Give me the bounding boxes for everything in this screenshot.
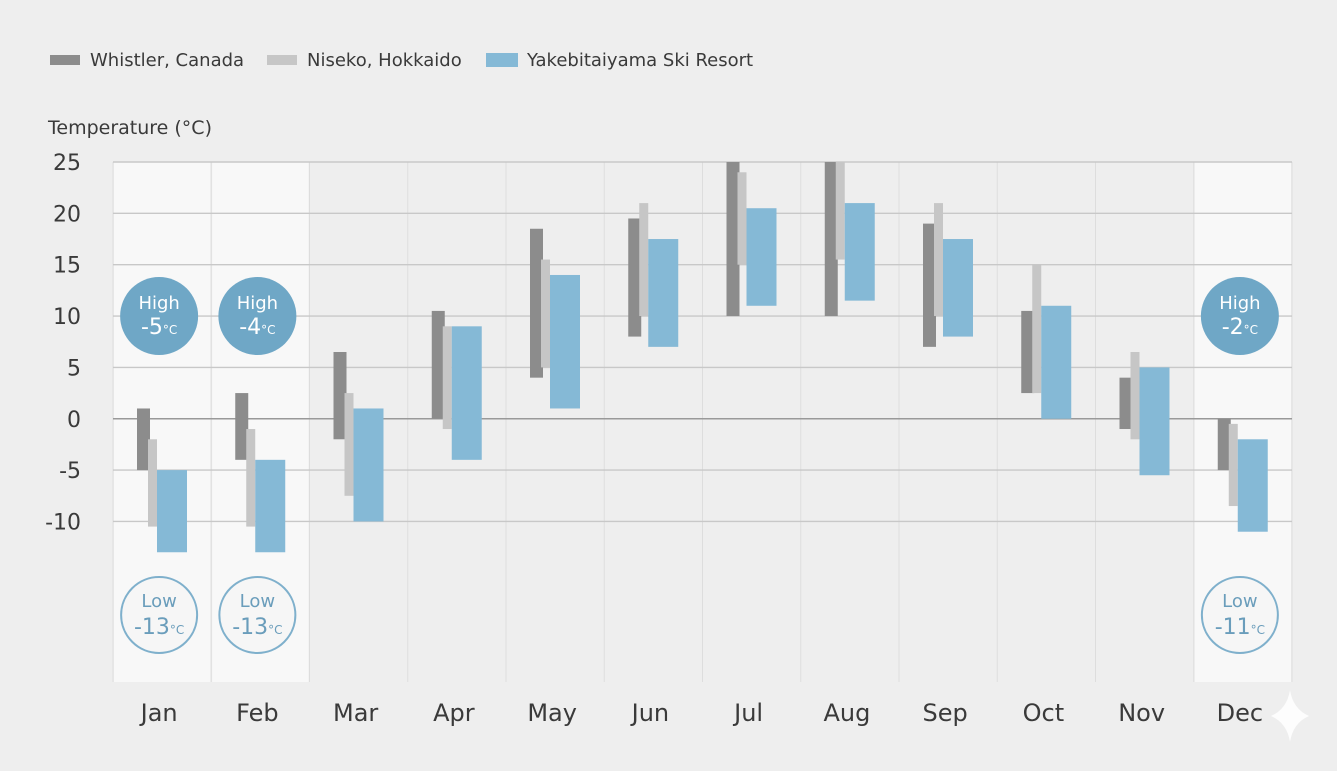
x-tick-label: Oct: [1023, 699, 1065, 727]
bar-sep-s3: [943, 239, 973, 337]
bar-jan-s2: [148, 439, 157, 527]
bar-feb-s3: [255, 459, 286, 553]
grid: [112, 161, 1293, 682]
low-bubble-circle: [218, 576, 297, 654]
low-bubble-label: Low: [141, 591, 176, 612]
x-axis-ticks: Jan Feb Mar Apr May Jun Jul Aug Sep Oct Nov Dec: [139, 699, 1263, 727]
bar-dec-s3: [1237, 439, 1268, 532]
bar-nov-s2: [1130, 351, 1140, 440]
legend-swatch: [50, 55, 80, 65]
x-tick-label: Apr: [433, 699, 475, 727]
x-tick-label: Dec: [1217, 699, 1263, 727]
bar-jan-s1: [137, 408, 150, 471]
y-tick-label: -10: [45, 510, 81, 535]
y-tick-label: 25: [53, 151, 81, 176]
bar-may-s2: [541, 259, 550, 368]
legend-swatch: [486, 53, 518, 67]
sparkle-icon: [1271, 690, 1309, 742]
bar-aug-s3: [844, 203, 875, 301]
bar-may-s3: [550, 274, 580, 409]
legend-label: Yakebitaiyama Ski Resort: [526, 50, 753, 71]
y-tick-label: 20: [53, 202, 81, 227]
x-tick-label: Jun: [630, 699, 670, 727]
bar-jul-s1: [726, 162, 740, 317]
y-axis-title: Temperature (°C): [47, 117, 212, 139]
legend: Whistler, Canada Niseko, Hokkaido Yakebita…: [50, 50, 753, 71]
legend-swatch: [267, 55, 297, 65]
x-tick-label: Jul: [732, 699, 763, 727]
legend-label: Whistler, Canada: [90, 50, 244, 71]
low-bubble-jan: Low-13°C: [120, 576, 199, 654]
bar-dec-s2: [1228, 423, 1238, 507]
low-bubble-circle: [120, 576, 199, 654]
low-bubble-label: Low: [240, 591, 275, 612]
bar-apr-s2: [442, 326, 452, 430]
y-tick-label: 5: [67, 356, 81, 381]
high-bubble-feb: High-4°C: [218, 277, 297, 355]
bar-oct-s3: [1041, 305, 1072, 419]
bar-mar-s3: [353, 408, 384, 522]
bar-mar-s2: [344, 393, 354, 496]
y-tick-label: 15: [53, 254, 81, 279]
bars: [137, 162, 1268, 553]
x-tick-label: Feb: [236, 699, 279, 727]
annotation-bubbles: High-5°CLow-13°CHigh-4°CLow-13°CHigh-2°C…: [120, 277, 1279, 654]
low-bubble-feb: Low -13°C: [218, 576, 297, 654]
bar-jul-s3: [746, 208, 777, 306]
low-bubble-value: -13°C: [232, 615, 282, 640]
high-bubble-value: -2°C: [1222, 315, 1258, 340]
x-tick-label: Mar: [333, 699, 378, 727]
bar-oct-s1: [1021, 310, 1035, 394]
high-bubble-circle: [218, 277, 297, 355]
bar-dec-s1: [1217, 418, 1231, 471]
bar-jun-s1: [628, 218, 642, 337]
high-bubble-jan: High-5°C: [120, 277, 199, 355]
low-bubble-label: Low: [1222, 591, 1257, 612]
high-bubble-circle: [1200, 277, 1279, 355]
bar-mar-s1: [333, 351, 347, 440]
bar-jun-s3: [648, 239, 679, 347]
x-tick-label: Sep: [923, 699, 968, 727]
high-bubble-circle: [120, 277, 199, 355]
x-tick-label: Jan: [139, 699, 178, 727]
y-tick-label: 0: [67, 408, 81, 433]
bar-feb-s1: [235, 393, 249, 460]
bar-nov-s3: [1139, 367, 1170, 476]
bar-apr-s3: [451, 326, 482, 460]
low-bubble-value: -11°C: [1215, 615, 1265, 640]
high-bubble-label: High: [237, 293, 278, 314]
bar-oct-s2: [1032, 264, 1042, 394]
y-tick-label: -5: [59, 459, 81, 484]
x-tick-label: Aug: [823, 699, 870, 727]
bar-may-s1: [530, 228, 543, 378]
highlight-columns: [114, 162, 1291, 682]
bar-jun-s2: [639, 203, 649, 317]
y-tick-label: 10: [53, 305, 81, 330]
x-tick-label: Nov: [1118, 699, 1165, 727]
high-bubble-dec: High-2°C: [1200, 277, 1279, 355]
bar-jul-s2: [737, 172, 747, 265]
high-bubble-label: High: [138, 293, 179, 314]
x-tick-label: May: [527, 699, 577, 727]
high-bubble-label: High: [1219, 293, 1260, 314]
bar-aug-s2: [835, 162, 845, 260]
bar-apr-s1: [431, 310, 445, 419]
bar-jan-s3: [157, 470, 187, 553]
bar-sep-s2: [934, 203, 943, 317]
bar-aug-s1: [824, 162, 838, 317]
low-bubble-circle: [1200, 576, 1279, 654]
y-axis-ticks: 25 20 15 10 5 0 -5 -10: [45, 151, 81, 535]
bar-sep-s1: [923, 223, 936, 347]
bar-nov-s1: [1119, 377, 1133, 430]
low-bubble-dec: Low -11°C: [1200, 576, 1279, 654]
bar-feb-s2: [246, 429, 256, 527]
legend-label: Niseko, Hokkaido: [307, 50, 462, 71]
